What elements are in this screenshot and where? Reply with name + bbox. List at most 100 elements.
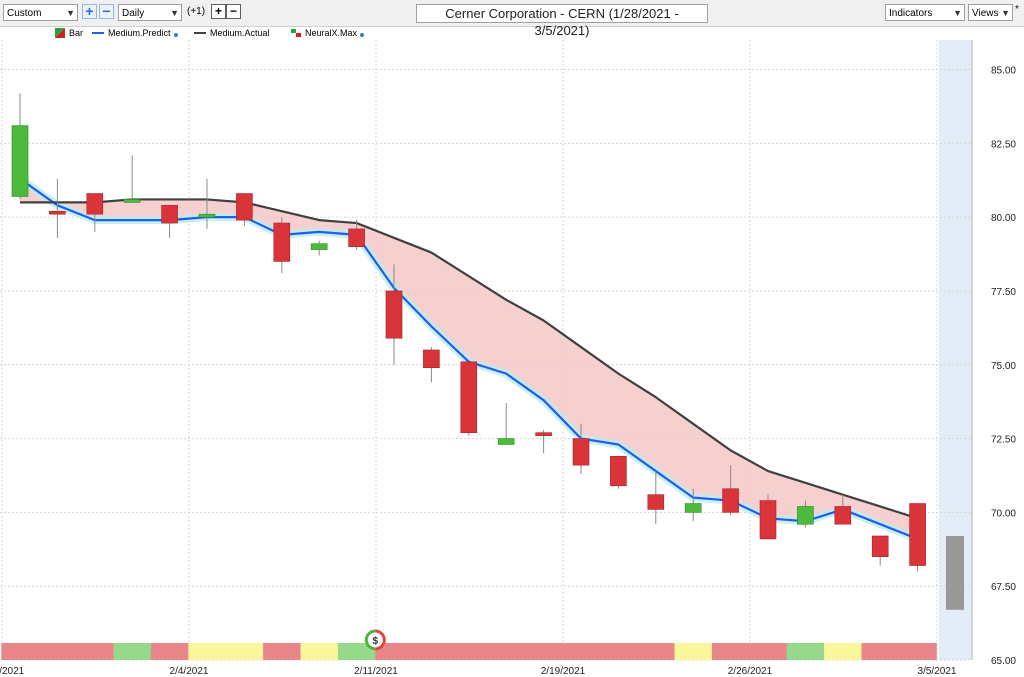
- signal-strip-cell: [150, 643, 189, 660]
- x-tick-label: 2/4/2021: [170, 666, 209, 677]
- add-offset-button[interactable]: +: [211, 4, 226, 19]
- chevron-down-icon: ▼: [170, 8, 179, 18]
- neuralx-legend-icon: [291, 29, 301, 37]
- candle-body: [647, 494, 665, 510]
- signal-strip-cell: [412, 643, 451, 660]
- candle-body: [385, 290, 403, 339]
- signal-strip-cell: [599, 643, 638, 660]
- remove-offset-button[interactable]: −: [226, 4, 241, 19]
- medium-predict-line: [19, 177, 919, 540]
- candle-body: [572, 438, 590, 466]
- legend-medium-predict[interactable]: Medium.Predict: [92, 28, 178, 38]
- signal-strip-cell: [637, 643, 675, 660]
- chevron-down-icon: ▼: [66, 8, 75, 18]
- x-tick-label: 2/19/2021: [541, 666, 586, 677]
- signal-strip-cell: [450, 643, 488, 660]
- y-tick-label: 65.00: [991, 656, 1016, 667]
- medium-actual-line: [20, 198, 918, 520]
- legend-neuralx-max-label: NeuralX.Max: [305, 28, 358, 38]
- dollar-icon: $: [373, 636, 379, 647]
- indicators-select[interactable]: Indicators ▼: [885, 4, 965, 21]
- zoom-out-button[interactable]: −: [99, 4, 114, 19]
- x-tick-label: 3/5/2021: [918, 666, 957, 677]
- candle-body: [871, 535, 889, 557]
- signal-strip-cell: [861, 643, 900, 660]
- signal-strip-cell: [375, 643, 414, 660]
- candle-body: [759, 500, 777, 540]
- minus-icon: −: [229, 4, 237, 18]
- chevron-down-icon: ▼: [1001, 8, 1010, 18]
- signal-strip-cell: [113, 643, 152, 660]
- candle-body: [497, 438, 515, 445]
- candle-body: [348, 228, 365, 247]
- candle-body: [423, 349, 440, 369]
- candle-body: [797, 506, 814, 525]
- legend-bar-label: Bar: [69, 28, 84, 38]
- signal-strip-cell: [300, 643, 339, 660]
- candle-body: [236, 193, 253, 221]
- signal-strip-cell: [188, 643, 227, 660]
- candle-body: [535, 432, 552, 436]
- info-dot-icon[interactable]: [173, 33, 178, 37]
- plus-icon: +: [85, 3, 94, 19]
- y-tick-label: 82.50: [991, 139, 1016, 150]
- signal-strip-cell: [76, 643, 114, 660]
- candle-body: [49, 210, 66, 215]
- actual-predict-fill: [20, 178, 918, 539]
- candle-body: [123, 199, 141, 203]
- interval-select-value: Daily: [122, 8, 145, 19]
- signal-strip-cell: [898, 643, 937, 660]
- signal-strip-cell: [786, 643, 825, 660]
- candle-body: [610, 455, 627, 487]
- candle-body: [86, 193, 104, 215]
- y-tick-label: 85.00: [991, 66, 1016, 77]
- bar-legend-icon: [55, 28, 65, 38]
- chevron-down-icon: ▼: [953, 8, 962, 18]
- dollar-ring-green: [364, 629, 376, 651]
- signal-strip-cell: [824, 643, 862, 660]
- indicators-select-value: Indicators: [889, 8, 933, 19]
- candle-body: [273, 222, 291, 262]
- range-select-value: Custom: [7, 8, 42, 19]
- y-tick-label: 72.50: [991, 435, 1016, 446]
- signal-strip-cell: [674, 643, 713, 660]
- candle-body: [310, 243, 328, 250]
- chart-title: Cerner Corporation - CERN (1/28/2021 - 3…: [416, 4, 708, 38]
- candle-body: [834, 506, 852, 525]
- signal-strip-cell: [337, 643, 376, 660]
- signal-strip-cell: [524, 643, 563, 660]
- legend-medium-actual-label: Medium.Actual: [210, 28, 270, 38]
- x-tick-label: 1/28/2021: [0, 666, 25, 677]
- signal-strip-cell: [225, 643, 264, 660]
- dollar-ring-red: [375, 629, 386, 651]
- y-tick-label: 77.50: [991, 287, 1016, 298]
- signal-strip-cell: [711, 643, 750, 660]
- y-tick-label: 67.50: [991, 582, 1016, 593]
- predict-glow: [17, 175, 920, 543]
- views-select[interactable]: Views ▼: [968, 4, 1013, 21]
- plus-icon: +: [214, 4, 222, 18]
- x-tick-label: 2/11/2021: [354, 666, 398, 677]
- candle-body: [722, 488, 739, 513]
- line-legend-icon: [194, 32, 206, 34]
- info-dot-icon[interactable]: [360, 33, 365, 37]
- signal-strip-cell: [562, 643, 601, 660]
- y-tick-label: 80.00: [991, 213, 1016, 224]
- range-select[interactable]: Custom ▼: [3, 4, 78, 21]
- candle-body: [460, 361, 478, 433]
- toolbar: Custom ▼ + − Daily ▼ (+1) + − Cerner Cor…: [0, 0, 1024, 38]
- candle-body: [11, 125, 29, 197]
- interval-select[interactable]: Daily ▼: [118, 4, 182, 21]
- legend-bar[interactable]: Bar: [55, 28, 83, 38]
- x-tick-label: 2/26/2021: [728, 666, 773, 677]
- candle-body: [909, 503, 926, 566]
- legend-neuralx-max[interactable]: NeuralX.Max: [291, 28, 365, 38]
- dollar-marker-bg: [364, 629, 386, 651]
- forecast-bar: [946, 536, 964, 610]
- zoom-in-button[interactable]: +: [82, 4, 97, 19]
- legend-medium-predict-label: Medium.Predict: [108, 28, 171, 38]
- views-modified-marker: *: [1015, 4, 1019, 15]
- legend-medium-actual[interactable]: Medium.Actual: [194, 28, 270, 38]
- candle-body: [684, 503, 702, 513]
